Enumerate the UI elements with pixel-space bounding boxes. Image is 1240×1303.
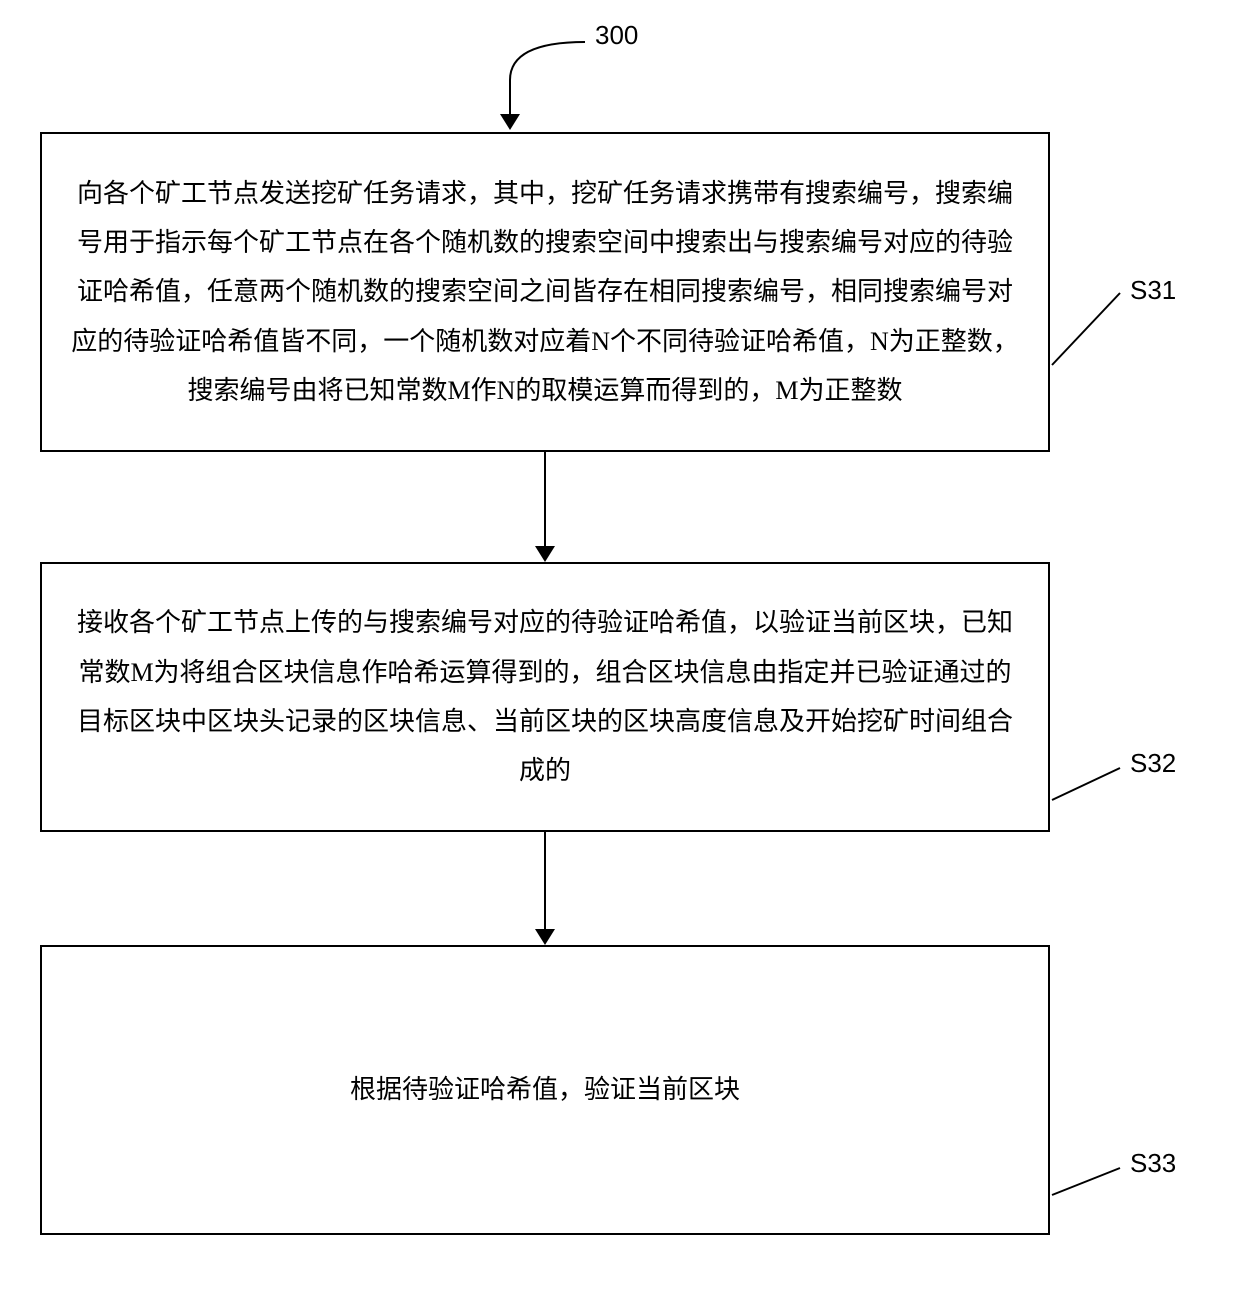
figure-number-label: 300	[595, 20, 638, 51]
step-text: 接收各个矿工节点上传的与搜索编号对应的待验证哈希值，以验证当前区块，已知常数M为…	[70, 598, 1020, 796]
step-label-s31: S31	[1130, 275, 1176, 306]
flowchart-step-s32: 接收各个矿工节点上传的与搜索编号对应的待验证哈希值，以验证当前区块，已知常数M为…	[40, 562, 1050, 832]
flowchart-step-s33: 根据待验证哈希值，验证当前区块	[40, 945, 1050, 1235]
step-label-s32: S32	[1130, 748, 1176, 779]
flowchart-step-s31: 向各个矿工节点发送挖矿任务请求，其中，挖矿任务请求携带有搜索编号，搜索编号用于指…	[40, 132, 1050, 452]
step-text: 根据待验证哈希值，验证当前区块	[350, 1065, 740, 1114]
flowchart-canvas: 300 向各个矿工节点发送挖矿任务请求，其中，挖矿任务请求携带有搜索编号，搜索编…	[0, 0, 1240, 1303]
step-label-s33: S33	[1130, 1148, 1176, 1179]
step-text: 向各个矿工节点发送挖矿任务请求，其中，挖矿任务请求携带有搜索编号，搜索编号用于指…	[70, 169, 1020, 416]
